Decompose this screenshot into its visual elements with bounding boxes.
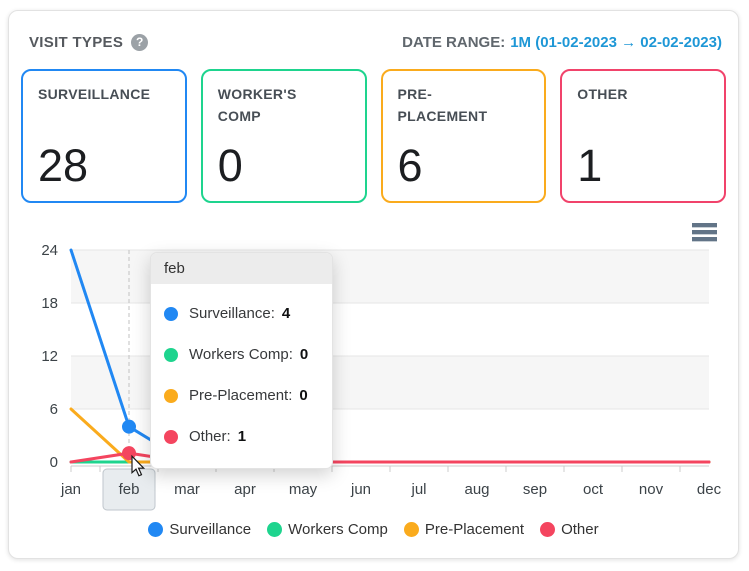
legend-item-surveillance[interactable]: Surveillance [148, 521, 251, 538]
x-axis-label: may [289, 481, 318, 498]
help-icon[interactable]: ? [131, 33, 149, 51]
visits-chart: 0 6 12 18 24 jan feb mar apr may jun jul aug sep oct no… [21, 215, 726, 515]
y-axis-tick-label: 24 [41, 242, 58, 259]
legend-item-other[interactable]: Other [540, 521, 599, 538]
y-axis-tick-label: 0 [50, 454, 58, 471]
stat-card-pre-placement[interactable]: PRE-PLACEMENT 6 [380, 69, 547, 203]
panel-header: VISIT TYPES ? DATE RANGE: 1M (01-02-2023 … [21, 23, 726, 55]
legend-label: Other [561, 520, 599, 538]
legend-label: Pre-Placement [424, 520, 525, 538]
stat-card-value: 1 [577, 140, 603, 191]
chart-legend: Surveillance Workers Comp Pre-Placement … [21, 518, 726, 540]
tooltip-series-value: 1 [237, 428, 247, 445]
stat-card-label: PRE-PLACEMENT [397, 86, 488, 124]
x-axis-label: jun [350, 481, 371, 498]
date-range-label: DATE RANGE: [402, 33, 506, 51]
x-axis-label: mar [174, 481, 200, 498]
x-axis-label: oct [583, 481, 604, 498]
y-axis-tick-label: 12 [41, 348, 58, 365]
stat-card-value: 6 [397, 140, 423, 191]
stat-card-value: 28 [38, 140, 89, 191]
tooltip-series-label: Pre-Placement: [189, 387, 293, 404]
tooltip-body: Surveillance: 4 Workers Comp: 0 Pre-Plac… [151, 284, 332, 468]
stat-cards-row: SURVEILLANCE 28 WORKER'S COMP 0 PRE-PLAC… [21, 69, 726, 203]
x-axis-labels: jan feb mar apr may jun jul aug sep oct nov dec [60, 481, 722, 498]
series-dot [164, 388, 178, 403]
tooltip-row: Pre-Placement: 0 [164, 375, 319, 416]
x-axis-label: dec [697, 481, 722, 498]
stat-card-workers-comp[interactable]: WORKER'S COMP 0 [200, 69, 367, 203]
x-axis-label: apr [234, 481, 256, 498]
x-axis-label: jan [60, 481, 81, 498]
legend-label: Workers Comp [288, 520, 388, 538]
legend-dot [540, 521, 556, 537]
mouse-cursor-icon [131, 454, 146, 477]
tooltip-series-value: 4 [281, 305, 291, 322]
x-axis-label: aug [464, 481, 489, 498]
legend-dot [148, 521, 164, 537]
y-axis-tick-label: 18 [41, 295, 58, 312]
tooltip-series-label: Other: [189, 428, 231, 445]
x-axis-label: sep [523, 481, 547, 498]
tooltip-series-value: 0 [299, 387, 308, 404]
series-dot [164, 347, 178, 362]
hamburger-bar [692, 237, 717, 241]
hamburger-bar [692, 230, 717, 234]
hover-marker-surveillance [122, 419, 136, 434]
y-axis-labels: 0 6 12 18 24 [41, 242, 58, 471]
legend-item-workers-comp[interactable]: Workers Comp [267, 521, 388, 538]
title-group: VISIT TYPES ? [29, 33, 149, 51]
y-axis-tick-label: 6 [50, 401, 58, 418]
stat-card-value: 0 [217, 140, 243, 191]
visit-types-panel: VISIT TYPES ? DATE RANGE: 1M (01-02-2023 … [8, 10, 739, 559]
tooltip-series-label: Surveillance: [189, 305, 275, 322]
date-range: DATE RANGE: 1M (01-02-2023 → 02-02-2023) [402, 34, 722, 51]
stat-card-surveillance[interactable]: SURVEILLANCE 28 [21, 69, 187, 203]
chart-tooltip: feb Surveillance: 4 Workers Comp: 0 Pre-… [150, 252, 333, 469]
x-axis-label: feb [119, 481, 140, 498]
visits-line-chart[interactable]: 0 6 12 18 24 jan feb mar apr may jun jul aug sep oct no… [21, 215, 728, 515]
tooltip-title: feb [151, 253, 332, 284]
stat-card-label: WORKER'S COMP [217, 86, 297, 124]
tooltip-series-value: 0 [299, 346, 309, 363]
page-title: VISIT TYPES [29, 33, 124, 51]
tooltip-row: Other: 1 [164, 416, 319, 457]
series-dot [164, 429, 178, 444]
hamburger-bar [692, 223, 717, 227]
legend-dot [403, 521, 419, 537]
legend-label: Surveillance [169, 520, 252, 538]
x-axis-label: nov [639, 481, 664, 498]
chart-menu-icon[interactable] [692, 223, 717, 243]
stat-card-label: SURVEILLANCE [38, 86, 151, 102]
stat-card-label: OTHER [577, 86, 628, 102]
x-axis-label: jul [410, 481, 426, 498]
date-range-value[interactable]: 1M (01-02-2023 → 02-02-2023) [510, 33, 722, 51]
series-dot [164, 306, 178, 321]
tooltip-row: Workers Comp: 0 [164, 334, 319, 375]
legend-dot [267, 521, 283, 537]
legend-item-pre-placement[interactable]: Pre-Placement [403, 520, 525, 538]
tooltip-row: Surveillance: 4 [164, 293, 319, 334]
stat-card-other[interactable]: OTHER 1 [560, 69, 726, 203]
tooltip-series-label: Workers Comp: [189, 346, 293, 363]
x-axis-hover-box [102, 468, 156, 511]
